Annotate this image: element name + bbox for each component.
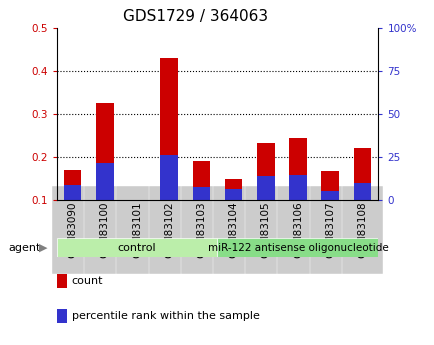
Bar (64, 170, 81, 200)
Bar (321, 171, 338, 200)
Bar (256, 176, 274, 200)
Bar (56, 238, 217, 257)
Bar (217, 238, 378, 257)
Bar (224, 189, 242, 200)
Text: percentile rank within the sample: percentile rank within the sample (72, 311, 259, 321)
Bar (160, 155, 178, 200)
Bar (96, 103, 113, 200)
Bar (353, 183, 370, 200)
Text: ▶: ▶ (39, 243, 48, 253)
Bar (224, 179, 242, 200)
Bar (256, 143, 274, 200)
Bar (192, 187, 210, 200)
Bar (321, 190, 338, 200)
Bar (64, 185, 81, 200)
Bar (192, 161, 210, 200)
Bar (160, 58, 178, 200)
Bar (353, 148, 370, 200)
Bar (96, 164, 113, 200)
Bar (289, 138, 306, 200)
Text: miR-122 antisense oligonucleotide: miR-122 antisense oligonucleotide (207, 243, 388, 253)
Text: agent: agent (9, 243, 41, 253)
Text: GDS1729 / 364063: GDS1729 / 364063 (123, 9, 268, 23)
Text: control: control (118, 243, 156, 253)
Bar (289, 175, 306, 200)
Text: count: count (72, 276, 103, 286)
